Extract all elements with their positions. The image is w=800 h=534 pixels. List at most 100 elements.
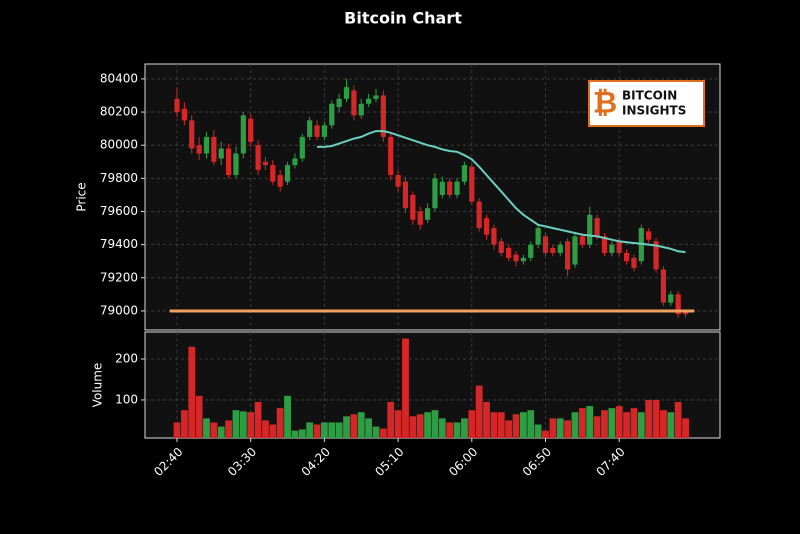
candle-body — [292, 158, 298, 166]
volume-bar — [284, 395, 291, 438]
candle-body — [218, 148, 224, 159]
volume-axis-label: Volume — [91, 363, 105, 408]
candle-body — [535, 228, 541, 245]
volume-bar — [453, 422, 461, 438]
volume-bar — [431, 410, 439, 438]
volume-bar — [601, 410, 608, 438]
volume-bar — [409, 416, 417, 438]
candle-body — [631, 257, 637, 268]
volume-bar — [203, 418, 210, 438]
volume-bar — [402, 338, 409, 438]
volume-bar — [173, 422, 181, 438]
volume-bar — [475, 385, 483, 438]
candle-body — [329, 103, 335, 126]
candle-body — [402, 181, 409, 209]
volume-bar — [520, 412, 527, 438]
volume-bar — [365, 418, 373, 438]
volume-bar — [416, 414, 424, 438]
volume-bar — [674, 401, 682, 438]
volume-bar — [497, 412, 505, 438]
candle-body — [542, 236, 549, 253]
candle-body — [520, 257, 526, 262]
volume-bar — [490, 412, 498, 438]
candle-body — [203, 136, 210, 154]
candle-body — [211, 136, 217, 162]
candle-body — [572, 236, 578, 265]
candle-body — [587, 214, 593, 245]
volume-bar — [195, 395, 203, 438]
y-tick-label: 100 — [115, 392, 138, 406]
volume-bar — [623, 412, 630, 438]
candle-body — [307, 120, 313, 137]
volume-bar — [637, 412, 645, 438]
candle-body — [513, 254, 519, 262]
volume-bar — [343, 416, 350, 438]
candle-body — [225, 148, 232, 176]
candle-body — [439, 181, 445, 195]
y-tick-label: 80200 — [100, 105, 138, 119]
candle-body — [579, 236, 585, 245]
volume-bar — [232, 410, 240, 438]
candle-body — [351, 90, 357, 116]
volume-bar — [578, 408, 586, 438]
candle-body — [646, 231, 652, 240]
candle-body — [623, 252, 630, 262]
candle-body — [284, 165, 291, 182]
volume-bar — [564, 420, 571, 438]
logo-box — [588, 80, 705, 127]
candle-body — [410, 194, 416, 220]
logo-icon: ₿ — [593, 86, 617, 121]
y-tick-label: 79200 — [100, 270, 138, 284]
volume-bar — [379, 428, 387, 438]
volume-bar — [328, 422, 336, 438]
volume-bar — [350, 414, 358, 438]
y-tick-label: 80400 — [100, 71, 138, 85]
y-tick-label: 79800 — [100, 171, 138, 185]
volume-bar — [542, 430, 549, 438]
candle-body — [660, 269, 667, 303]
volume-bar — [254, 401, 262, 438]
volume-bar — [372, 426, 380, 438]
logo-text: BITCOIN — [622, 89, 677, 103]
candle-body — [675, 294, 681, 315]
candle-body — [557, 244, 563, 253]
volume-bar — [483, 401, 490, 438]
candle-body — [321, 125, 327, 137]
candle-body — [395, 175, 401, 187]
candle-body — [601, 236, 608, 253]
candle-body — [668, 294, 674, 303]
candle-body — [528, 244, 534, 258]
y-tick-label: 80000 — [100, 138, 138, 152]
y-tick-label: 200 — [115, 352, 138, 366]
candle-body — [447, 181, 453, 195]
y-axis-label: Price — [75, 182, 89, 211]
y-tick-label: 79000 — [100, 303, 138, 317]
candle-body — [454, 181, 460, 195]
volume-bar — [306, 422, 314, 438]
volume-bar — [188, 346, 196, 438]
candle-body — [373, 95, 379, 99]
volume-bar — [505, 420, 513, 438]
volume-bar — [461, 418, 468, 438]
candle-body — [565, 241, 571, 270]
volume-bar — [549, 418, 557, 438]
volume-bar — [394, 410, 402, 438]
candle-body — [174, 98, 180, 113]
candle-body — [609, 244, 615, 253]
moving-average — [317, 130, 686, 254]
candle-body — [189, 120, 195, 149]
logo-text: INSIGHTS — [622, 104, 686, 118]
candle-body — [417, 211, 423, 225]
candle-body — [336, 98, 342, 108]
volume-bar — [321, 422, 328, 438]
volume-bar — [667, 412, 675, 438]
volume-bar — [225, 420, 232, 438]
volume-bar — [682, 418, 689, 438]
volume-bar — [586, 406, 594, 438]
volume-bar — [387, 401, 395, 438]
candle-body — [196, 145, 202, 154]
volume-bar — [446, 422, 454, 438]
candle-body — [506, 247, 512, 258]
